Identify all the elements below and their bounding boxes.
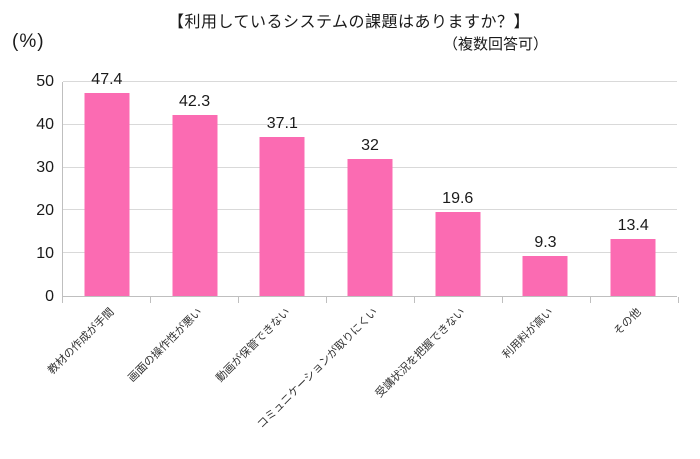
data-label: 19.6: [442, 190, 474, 208]
chart-subtitle: （複数回答可）: [442, 36, 548, 53]
x-axis-tick-marks: [62, 297, 679, 303]
bar: [610, 238, 656, 296]
bar-column: 13.4: [589, 82, 677, 296]
bar: [522, 256, 568, 296]
y-axis-tick-label: 50: [36, 73, 54, 90]
x-axis-label: 受講状況を把握できない: [373, 306, 468, 401]
y-axis-tick-label: 0: [45, 288, 54, 305]
chart-title: 【利用しているシステムの課題はありますか？】: [167, 14, 531, 31]
x-axis-category-labels: 教材の作成が手間 画面の操作性が悪い 動画が保管できない コミュニケーションが取りにく…: [46, 304, 677, 454]
y-axis-tick-label: 30: [36, 159, 54, 176]
x-axis-label: 画面の操作性が悪い: [125, 306, 205, 385]
x-axis-tick: [502, 297, 503, 303]
x-axis-label: 利用料が高い: [500, 306, 556, 362]
x-axis-tick: [150, 297, 151, 303]
x-axis-tick: [326, 297, 327, 303]
x-axis-tick: [238, 297, 239, 303]
data-label: 13.4: [617, 216, 649, 234]
bar-column: 19.6: [414, 82, 502, 296]
data-label: 47.4: [91, 71, 123, 89]
bar-series: 47.4 42.3 37.1 32 19.6 9.3 13.4: [63, 71, 677, 296]
y-axis-tick-label: 40: [36, 116, 54, 133]
data-label: 32: [361, 137, 379, 155]
bar-column: 37.1: [238, 82, 326, 296]
data-label: 9.3: [534, 234, 557, 252]
bar: [259, 137, 305, 296]
bar-column: 42.3: [151, 82, 239, 296]
bar: [347, 159, 393, 296]
bar-column: 32: [326, 82, 414, 296]
title-block: 【利用しているシステムの課題はありますか？】 （複数回答可）: [150, 13, 548, 54]
x-axis-label: 動画が保管できない: [213, 306, 293, 385]
y-axis-tick-label: 10: [36, 245, 54, 262]
bar: [172, 114, 218, 296]
x-axis-tick: [590, 297, 591, 303]
x-axis-label: その他: [611, 306, 644, 338]
x-axis-label: 教材の作成が手間: [45, 306, 117, 377]
data-label: 42.3: [179, 92, 211, 110]
bar-column: 9.3: [502, 82, 590, 296]
plot-area: 47.4 42.3 37.1 32 19.6 9.3 13.4: [62, 71, 677, 297]
gridline: [63, 81, 677, 82]
y-axis-unit-label: (%): [12, 31, 45, 52]
bar-column: 47.4: [63, 71, 151, 296]
data-label: 37.1: [266, 115, 298, 133]
bar: [84, 93, 130, 296]
y-axis-tick-labels: 0 10 20 30 40 50: [0, 74, 54, 305]
x-axis-tick: [62, 297, 63, 303]
gridline: [63, 123, 677, 125]
bar: [435, 212, 481, 296]
y-axis-tick-label: 20: [36, 202, 54, 219]
x-axis-tick: [414, 297, 415, 303]
x-axis-tick: [678, 297, 679, 303]
